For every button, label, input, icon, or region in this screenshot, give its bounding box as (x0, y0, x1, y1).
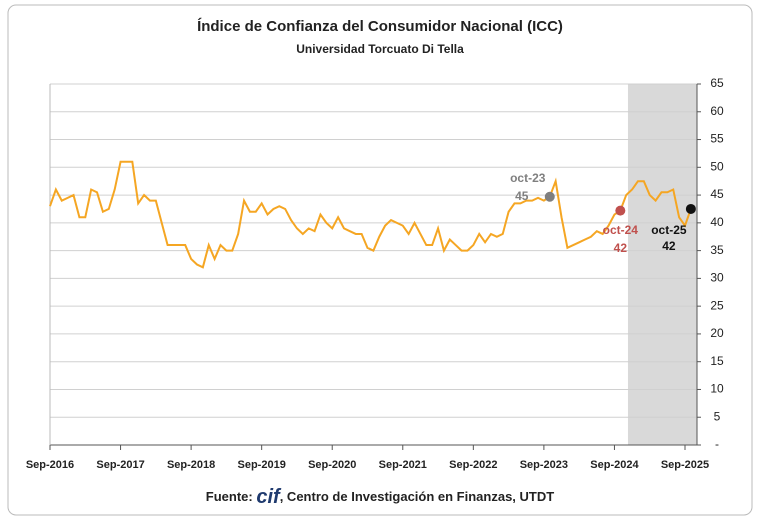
y-tick-label: 50 (710, 159, 724, 173)
frame (7, 4, 753, 516)
source-text: , Centro de Investigación en Finanzas, U… (280, 489, 555, 504)
y-tick-label: 15 (710, 354, 724, 368)
y-tick-label: 20 (710, 326, 724, 340)
x-tick-label: Sep-2021 (379, 459, 427, 471)
y-tick-label: 40 (710, 215, 724, 229)
y-tick-label: 55 (710, 132, 724, 146)
x-tick-label: Sep-2023 (520, 459, 568, 471)
y-tick-label: - (715, 437, 719, 451)
annotation-label: oct-24 (603, 223, 639, 237)
y-tick-label: 35 (710, 243, 724, 257)
x-tick-label: Sep-2020 (308, 459, 356, 471)
y-tick-label: 30 (710, 271, 724, 285)
chart-subtitle: Universidad Torcuato Di Tella (296, 42, 464, 56)
highlight-point (685, 203, 696, 214)
x-tick-label: Sep-2022 (449, 459, 497, 471)
annotation-value: 45 (515, 189, 529, 203)
source-logo: cif (256, 486, 282, 508)
y-tick-label: 60 (710, 104, 724, 118)
source-prefix: Fuente: (206, 489, 253, 504)
x-tick-label: Sep-2018 (167, 459, 215, 471)
highlight-point (615, 205, 626, 216)
highlight-point (544, 191, 555, 202)
annotation-value: 42 (662, 239, 676, 253)
annotation-label: oct-23 (510, 171, 546, 185)
x-tick-label: Sep-2019 (238, 459, 286, 471)
source: Fuente: cif, Centro de Investigación en … (206, 486, 554, 508)
y-tick-label: 45 (710, 187, 724, 201)
x-tick-label: Sep-2024 (590, 459, 639, 471)
x-tick-label: Sep-2016 (26, 459, 74, 471)
x-tick-label: Sep-2017 (96, 459, 144, 471)
shaded-region (627, 84, 697, 445)
y-tick-label: 10 (710, 382, 724, 396)
y-tick-label: 65 (710, 76, 724, 90)
y-tick-label: 5 (714, 409, 721, 423)
series-line (49, 160, 692, 269)
annotation-label: oct-25 (651, 223, 687, 237)
x-tick-label: Sep-2025 (661, 459, 709, 471)
y-tick-label: 25 (710, 298, 724, 312)
annotation-value: 42 (614, 241, 628, 255)
chart-title: Índice de Confianza del Consumidor Nacio… (197, 18, 563, 35)
